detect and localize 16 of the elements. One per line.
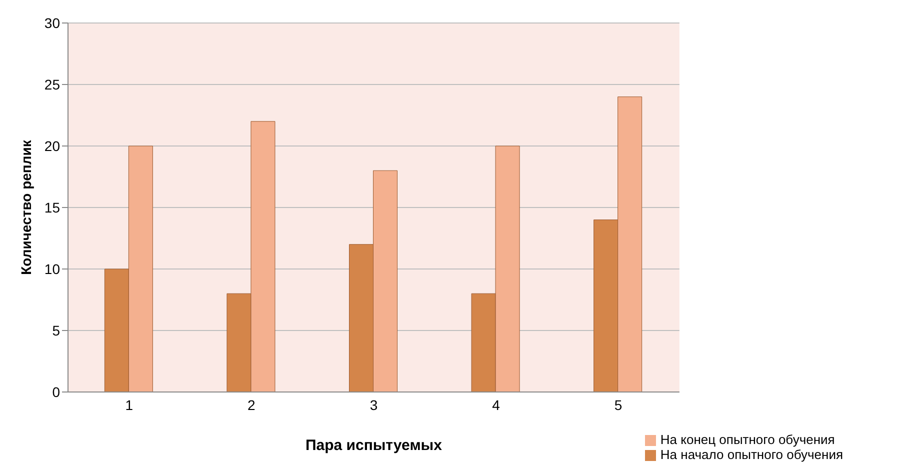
y-tick-label: 5	[52, 322, 60, 338]
y-tick-label: 10	[44, 260, 60, 277]
legend-label: На конец опытного обучения	[660, 432, 835, 447]
y-tick-label: 15	[44, 199, 60, 216]
legend-label: На начало опытного обучения	[660, 447, 843, 462]
y-tick-label: 25	[44, 76, 60, 92]
x-tick-label: 1	[125, 396, 134, 413]
y-axis-title: Количество реплик	[18, 139, 34, 275]
y-tick-label: 0	[52, 384, 60, 400]
x-tick-label: 3	[370, 396, 378, 413]
x-tick-label: 5	[614, 396, 622, 413]
x-axis-title: Пара испытуемых	[305, 437, 443, 454]
x-tick-label: 4	[492, 396, 500, 413]
x-tick-label: 2	[248, 396, 256, 413]
y-tick-label: 30	[44, 14, 60, 31]
y-tick-label: 20	[44, 138, 60, 154]
